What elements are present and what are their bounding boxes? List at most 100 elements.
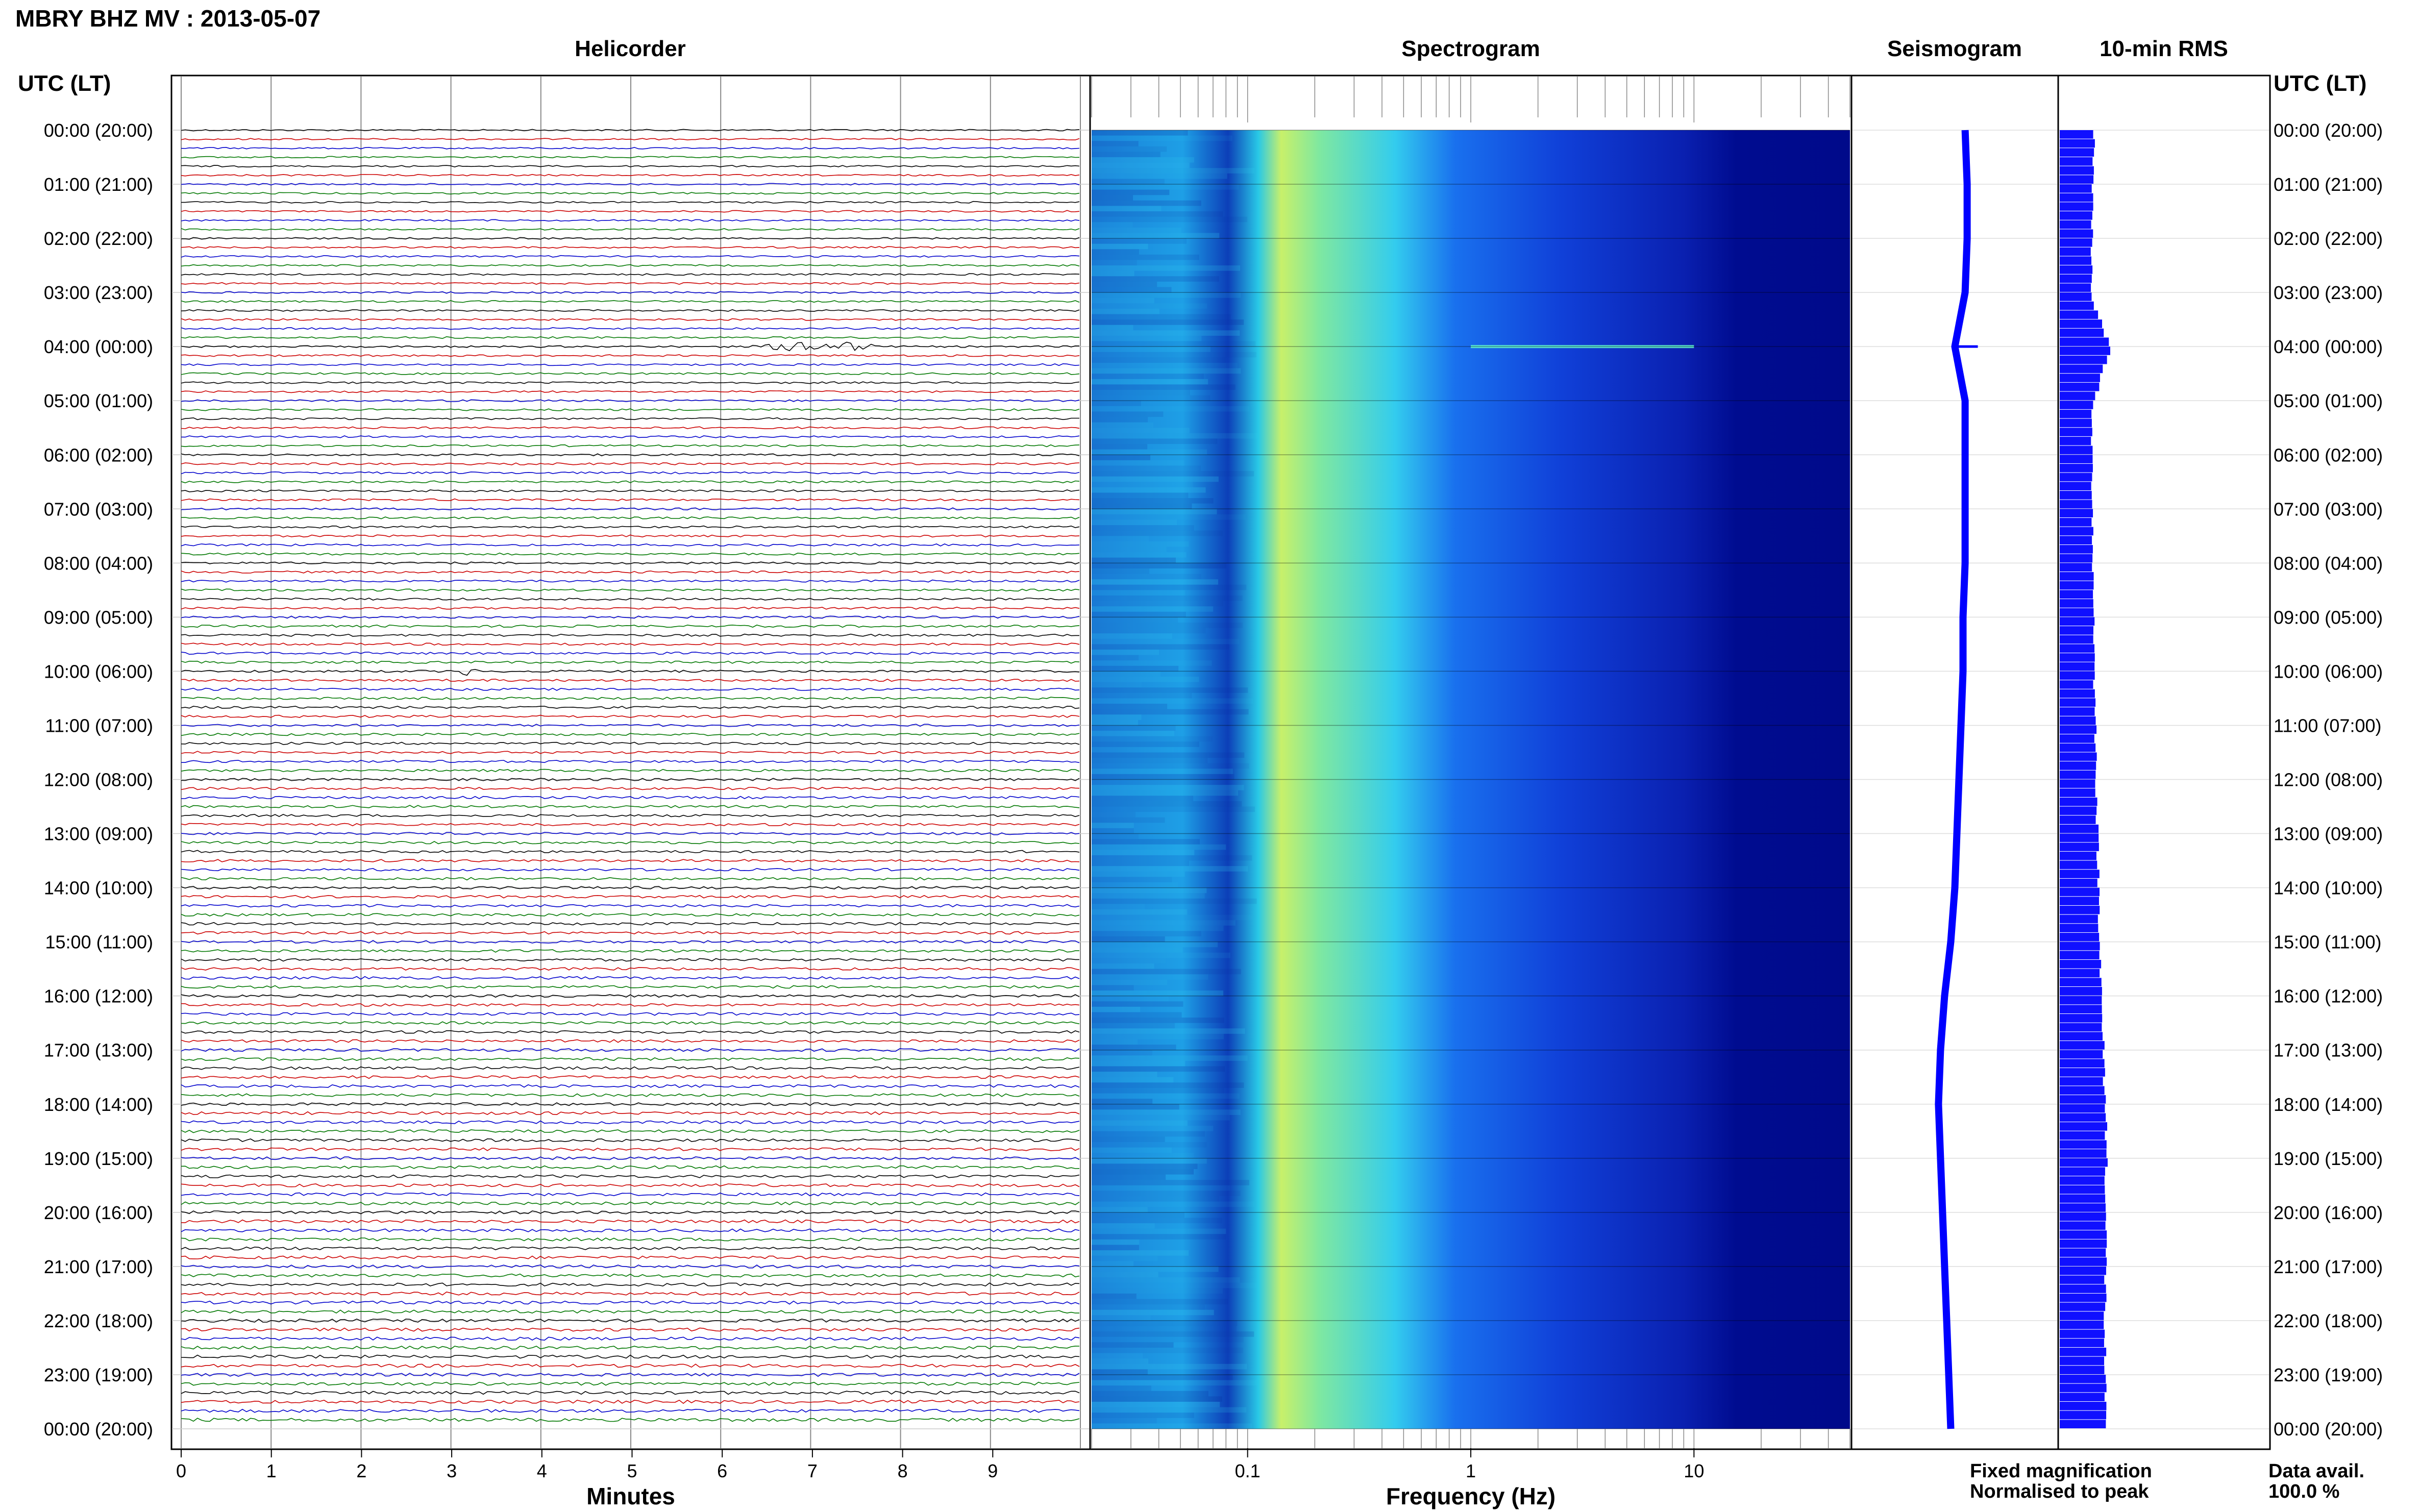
helicorder-trace-row [181, 1336, 1080, 1341]
spectrogram-row-texture [1092, 1347, 1243, 1353]
spectrogram-row-texture [1092, 1423, 1252, 1429]
rms-bar [2060, 761, 2096, 770]
spectrogram-row-texture [1092, 806, 1255, 812]
rms-bar [2060, 418, 2092, 428]
spectrogram-row-texture [1092, 1045, 1176, 1050]
spectrogram-title: Spectrogram [1401, 36, 1540, 61]
rms-bar [2060, 680, 2093, 689]
helicorder-trace-row [181, 769, 1080, 772]
helicorder-trace-row [181, 1165, 1080, 1170]
spectrogram-row-texture [1092, 1180, 1249, 1185]
seismogram-trace [1935, 130, 1978, 1429]
spectrogram-row-texture [1092, 1288, 1223, 1294]
rms-bar [2060, 689, 2095, 698]
data-availability-value: 100.0 % [2268, 1481, 2339, 1502]
rms-bar [2060, 932, 2100, 941]
helicorder-trace-row [181, 732, 1080, 736]
rms-bar [2060, 1366, 2105, 1374]
spectrogram-row-texture [1092, 1282, 1258, 1288]
spectrogram-row-texture [1092, 714, 1142, 720]
helicorder-trace-row [181, 1408, 1080, 1413]
spectrogram-row-texture [1092, 925, 1224, 931]
spectrogram-row-texture [1092, 1320, 1238, 1326]
rms-bar [2060, 599, 2093, 608]
rms-bar [2060, 292, 2092, 301]
spectrogram-row-texture [1092, 444, 1148, 450]
rms-bar [2060, 770, 2096, 779]
spectrogram-row-texture [1092, 1158, 1207, 1164]
spectrogram-row-texture [1092, 152, 1161, 158]
rms-bar [2060, 743, 2096, 752]
helicorder-trace-row [181, 668, 1080, 676]
rms-bar [2060, 698, 2096, 707]
rms-bar [2060, 1410, 2107, 1420]
helicorder-trace-row [181, 1309, 1079, 1314]
time-tick-right: 12:00 (08:00) [2274, 770, 2383, 790]
spectrogram-row-texture [1092, 1120, 1188, 1126]
helicorder-trace-row [181, 173, 1080, 177]
helicorder-trace-row [181, 534, 1080, 538]
rms-bar [2060, 1158, 2108, 1167]
rms-bar [2060, 554, 2093, 563]
spectrogram-row-texture [1092, 1136, 1165, 1142]
helicorder-trace-row [181, 183, 1080, 186]
helicorder-trace-row [181, 1418, 1080, 1422]
helicorder-trace-row [181, 399, 1080, 402]
spectrogram-row-texture [1092, 844, 1226, 850]
helicorder-trace-row [181, 786, 1080, 790]
rms-bar [2060, 527, 2093, 536]
time-tick-left: 07:00 (03:00) [44, 499, 153, 519]
helicorder-trace-row [181, 1138, 1080, 1143]
spectrogram-row-texture [1092, 130, 1188, 136]
rms-bar [2060, 536, 2092, 544]
spectrogram-row-texture [1092, 752, 1245, 758]
spectrogram-row-texture [1092, 823, 1134, 828]
time-tick-right: 08:00 (04:00) [2274, 553, 2383, 574]
time-tick-left: 13:00 (09:00) [44, 824, 153, 845]
rms-bar [2060, 1122, 2108, 1131]
spectrogram-row-texture [1092, 503, 1192, 509]
rms-bar [2060, 1113, 2106, 1122]
helicorder-trace-row [181, 1129, 1080, 1133]
spectrogram-row-texture [1092, 401, 1141, 406]
rms-bar [2060, 463, 2093, 473]
helicorder-trace-row [181, 1066, 1080, 1070]
seismogram-panel [1850, 75, 2059, 1450]
spectrogram-row-texture [1092, 162, 1190, 168]
spectrogram-row-texture [1092, 1028, 1245, 1034]
spectrogram-row-texture [1092, 1309, 1214, 1316]
time-tick-right: 07:00 (03:00) [2274, 499, 2383, 519]
helicorder-trace-row [181, 1381, 1080, 1386]
helicorder-trace-row [181, 840, 1080, 845]
spectrogram-row-texture [1092, 1369, 1148, 1375]
helicorder-trace-row [181, 264, 1080, 267]
helicorder-trace-row [181, 877, 1080, 881]
rms-bar [2060, 905, 2100, 914]
spectrogram-row-texture [1092, 1147, 1172, 1153]
spectrogram-row-texture [1092, 979, 1167, 985]
spectrogram-row-texture [1092, 687, 1248, 693]
rms-bar [2060, 1185, 2105, 1194]
rms-bar [2060, 374, 2100, 382]
rms-bar [2060, 509, 2093, 517]
spectrogram-row-texture [1092, 1223, 1155, 1229]
spectrogram-row-texture [1092, 1082, 1244, 1088]
time-axis-label-left: UTC (LT) [18, 71, 111, 96]
helicorder-trace-row [181, 1246, 1080, 1251]
spectrogram-row-texture [1092, 428, 1190, 433]
rms-bar [2060, 1167, 2105, 1176]
helicorder-trace-row [181, 1282, 1080, 1287]
helicorder-trace-row [181, 778, 1080, 781]
rms-bar [2060, 707, 2095, 716]
spectrogram-row-texture [1092, 1201, 1255, 1207]
spectrogram-row-texture [1092, 828, 1134, 834]
rms-bar [2060, 815, 2096, 824]
time-tick-left: 23:00 (19:00) [44, 1365, 153, 1385]
spectrogram-row-texture [1092, 1293, 1137, 1299]
spectrogram-row-texture [1092, 547, 1167, 553]
helicorder-trace-row [181, 940, 1080, 944]
spectrogram-row-texture [1092, 265, 1240, 271]
helicorder-trace-row [181, 1273, 1080, 1278]
helicorder-x-tick-label: 2 [356, 1460, 366, 1481]
rms-bar [2060, 1149, 2107, 1158]
